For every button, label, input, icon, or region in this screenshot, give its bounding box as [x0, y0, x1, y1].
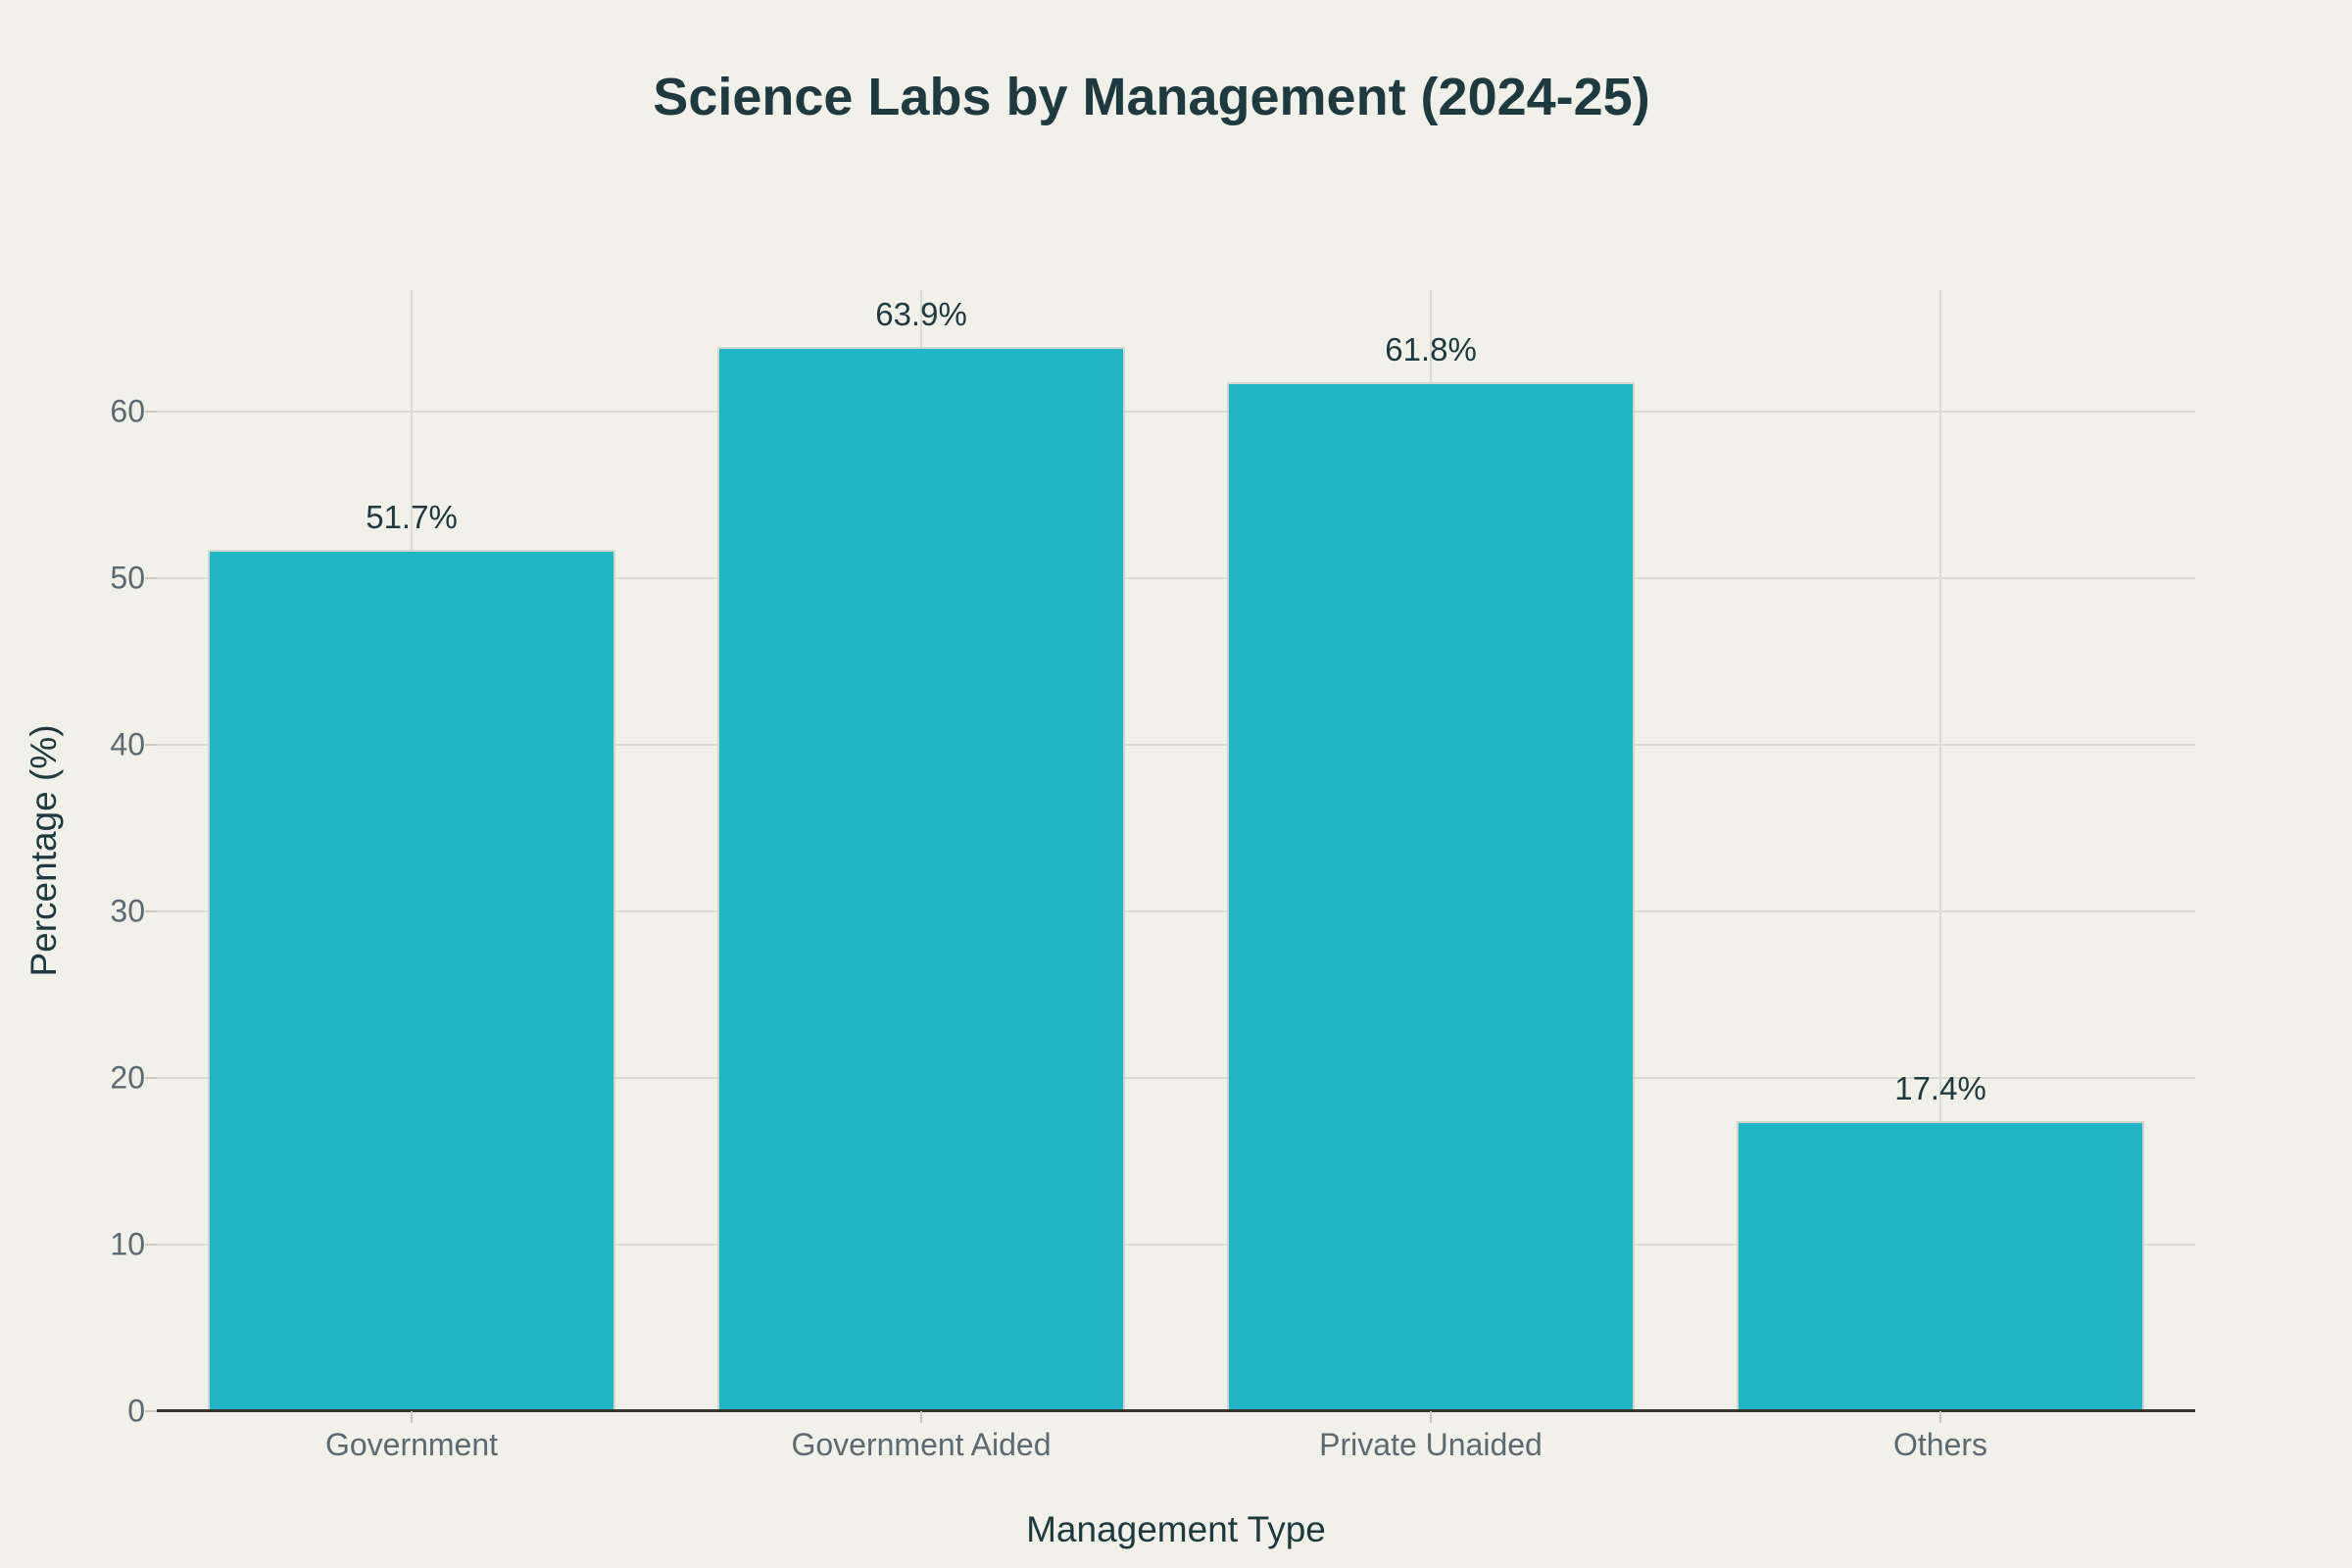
bar-value-label-3: 17.4%	[1894, 1070, 1986, 1107]
x-tick-mark-0	[411, 1411, 413, 1423]
y-tick-label-30: 30	[110, 893, 145, 929]
y-tick-mark-30	[145, 910, 157, 913]
y-tick-mark-20	[145, 1077, 157, 1080]
y-gridline-50	[157, 577, 2195, 580]
bar-1	[717, 346, 1125, 1411]
y-tick-label-60: 60	[110, 393, 145, 429]
y-tick-mark-60	[145, 411, 157, 414]
y-tick-label-20: 20	[110, 1059, 145, 1096]
plot-area: 51.7% 63.9% 61.8% 17.4%	[157, 290, 2195, 1412]
bar-0	[208, 550, 615, 1411]
y-tick-mark-0	[145, 1410, 157, 1412]
x-tick-label-0: Government	[324, 1427, 499, 1462]
y-tick-label-10: 10	[110, 1226, 145, 1262]
x-axis-line	[157, 1409, 2195, 1412]
y-tick-label-40: 40	[110, 726, 145, 762]
y-gridline-30	[157, 910, 2195, 913]
bar-value-label-2: 61.8%	[1385, 330, 1477, 368]
chart-title: Science Labs by Management (2024-25)	[653, 68, 1650, 126]
y-gridline-40	[157, 744, 2195, 747]
bar-value-label-0: 51.7%	[366, 499, 458, 536]
x-tick-label-2: Private Unaided	[1319, 1427, 1543, 1462]
y-tick-mark-40	[145, 744, 157, 747]
x-axis-title: Management Type	[1026, 1509, 1326, 1549]
y-tick-label-50: 50	[110, 560, 145, 596]
y-tick-mark-50	[145, 577, 157, 580]
bar-2	[1227, 381, 1635, 1411]
x-tick-mark-2	[1430, 1411, 1432, 1423]
x-gridline-3	[1939, 290, 1941, 1411]
bar-3	[1737, 1121, 2144, 1411]
y-gridline-60	[157, 411, 2195, 414]
y-tick-mark-10	[145, 1244, 157, 1246]
x-tick-label-1: Government Aided	[791, 1427, 1052, 1462]
bar-value-label-1: 63.9%	[875, 295, 967, 332]
x-tick-mark-1	[920, 1411, 922, 1423]
y-gridline-10	[157, 1244, 2195, 1246]
x-tick-mark-3	[1939, 1411, 1941, 1423]
y-tick-label-0: 0	[127, 1393, 145, 1429]
y-gridline-20	[157, 1077, 2195, 1080]
x-tick-label-3: Others	[1892, 1427, 1988, 1462]
